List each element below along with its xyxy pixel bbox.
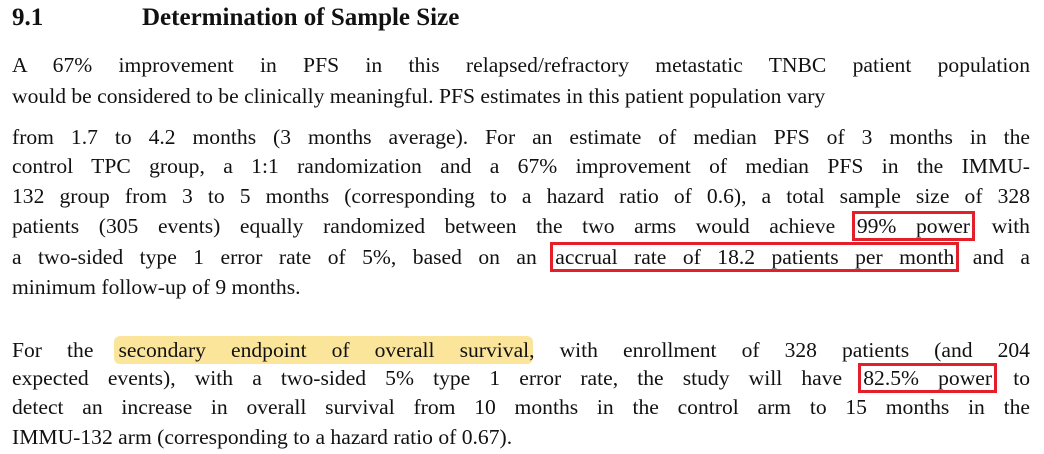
text-run: with — [991, 214, 1030, 238]
text-run: to — [1013, 366, 1030, 390]
text-line: detect an increase in overall survival f… — [12, 393, 1030, 421]
text-run: detect an increase in overall survival f… — [12, 395, 1030, 419]
text-line: A 67% improvement in PFS in this relapse… — [12, 51, 1030, 79]
text-run: expected events), with a two-sided 5% ty… — [12, 366, 843, 390]
highlighted-phrase: secondary endpoint of overall survival — [114, 336, 534, 364]
text-run: patients (305 events) equally randomized… — [12, 214, 836, 238]
text-line: patients (305 events) equally randomized… — [12, 211, 1030, 241]
text-line: IMMU-132 arm (corresponding to a hazard … — [12, 423, 1030, 451]
text-line: control TPC group, a 1:1 randomization a… — [12, 152, 1030, 180]
text-line: 132 group from 3 to 5 months (correspond… — [12, 182, 1030, 210]
text-run: , with enrollment of 328 patients (and 2… — [529, 338, 1030, 362]
text-line: For the secondary endpoint of overall su… — [12, 336, 1030, 364]
text-run: IMMU-132 arm (corresponding to a hazard … — [12, 425, 513, 449]
text-run: from 1.7 to 4.2 months (3 months average… — [12, 125, 1030, 149]
text-line: would be considered to be clinically mea… — [12, 82, 1030, 110]
text-line: minimum follow-up of 9 months. — [12, 273, 1030, 301]
text-run: would be considered to be clinically mea… — [12, 84, 826, 108]
text-run: For the — [12, 338, 94, 362]
text-run: minimum follow-up of 9 months. — [12, 275, 301, 299]
text-run: a two-sided type 1 error rate of 5%, bas… — [12, 245, 537, 269]
boxed-phrase: 99% power — [851, 211, 975, 241]
boxed-phrase: 82.5% power — [858, 363, 998, 393]
section-number: 9.1 — [12, 4, 44, 31]
text-run: 132 group from 3 to 5 months (correspond… — [12, 184, 1030, 208]
text-run: control TPC group, a 1:1 randomization a… — [12, 154, 1030, 178]
boxed-phrase: accrual rate of 18.2 patients per month — [550, 242, 960, 272]
text-run: and a — [972, 245, 1030, 269]
text-line: a two-sided type 1 error rate of 5%, bas… — [12, 242, 1030, 272]
text-line: from 1.7 to 4.2 months (3 months average… — [12, 123, 1030, 151]
text-line: expected events), with a two-sided 5% ty… — [12, 363, 1030, 393]
text-run: A 67% improvement in PFS in this relapse… — [12, 53, 1030, 77]
section-title: Determination of Sample Size — [142, 4, 460, 31]
